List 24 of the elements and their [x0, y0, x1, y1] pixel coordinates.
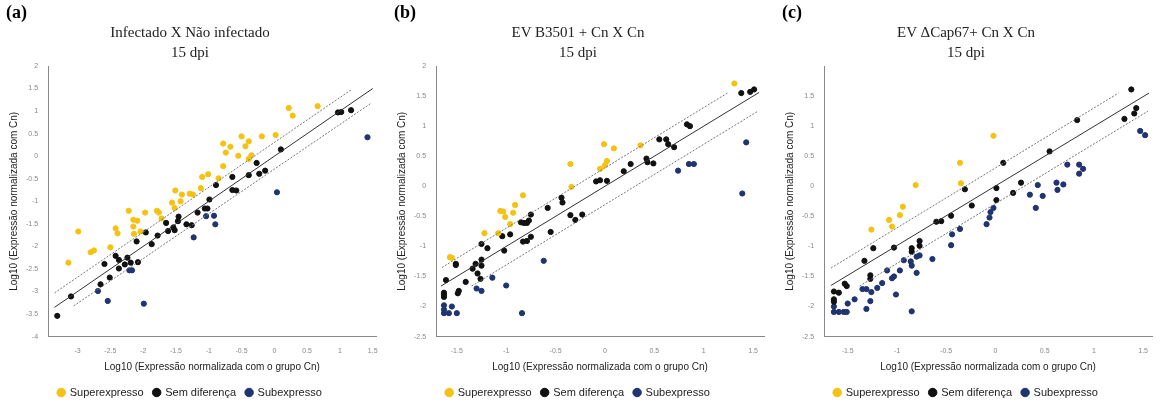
y-axis-title: Log10 (Expressão normalizada com Cn) [783, 111, 795, 291]
legend-label: Superexpresso [457, 385, 532, 398]
legend-label: Subexpresso [257, 385, 322, 398]
chart-title: Infectado X Não infectado [110, 23, 270, 40]
legend-label: Subexpresso [1033, 385, 1098, 398]
x-axis-title: Log10 (Expressão normalizada com o grupo Cn) [104, 360, 320, 372]
chart-subtitle: 15 dpi [947, 43, 985, 60]
text: (c) [782, 2, 802, 23]
text: (a) [6, 2, 27, 23]
y-axis-title: Log10 (Expressão normalizada com Cn) [395, 111, 407, 291]
x-axis-title: Log10 (Expressão normalizada com o grupo Cn) [880, 360, 1096, 372]
chart-subtitle: 15 dpi [559, 43, 597, 60]
x-axis-title: Log10 (Expressão normalizada com o grupo Cn) [492, 360, 708, 372]
chart-title: EV ΔCap67+ Cn X Cn [897, 23, 1036, 40]
legend-label: Superexpresso [69, 385, 144, 398]
chart-title: EV B3501 + Cn X Cn [511, 23, 645, 40]
chart-subtitle: 15 dpi [171, 43, 209, 60]
text: (b) [394, 2, 416, 23]
legend-label: Sem diferença [553, 385, 625, 398]
y-axis-title: Log10 (Expressão normalizada com Cn) [7, 111, 19, 291]
legend-label: Superexpresso [845, 385, 920, 398]
legend-label: Subexpresso [645, 385, 710, 398]
legend-label: Sem diferença [165, 385, 237, 398]
legend-label: Sem diferença [941, 385, 1013, 398]
